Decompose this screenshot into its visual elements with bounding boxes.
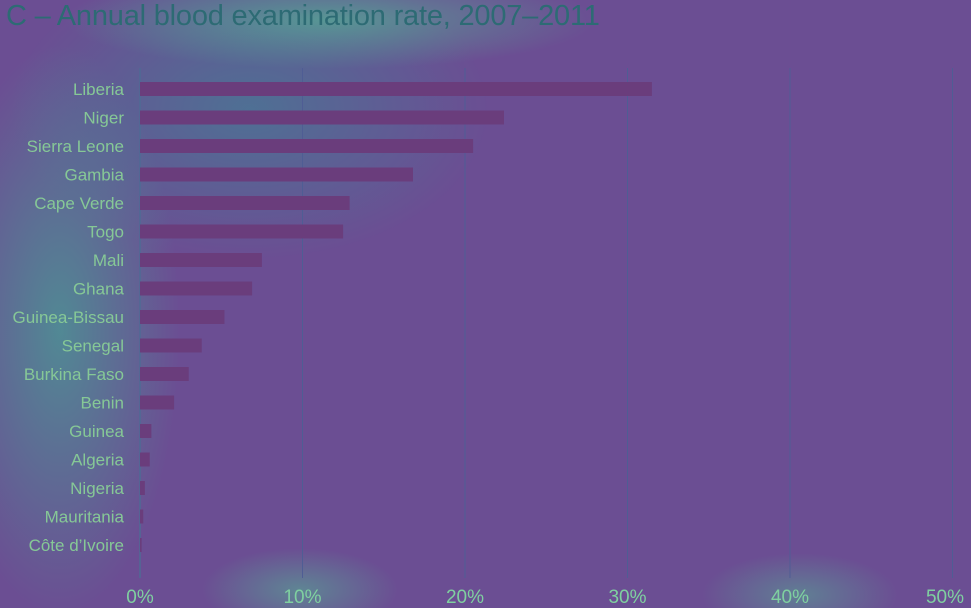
category-label: Algeria [71,451,124,470]
bar-togo [140,224,344,239]
bar-layer [140,82,652,552]
category-label: Niger [83,109,124,128]
category-label: Guinea-Bissau [12,308,124,327]
bar-senegal [140,338,202,353]
bar-guinea [140,424,152,438]
bar-gambia [140,167,413,182]
bar-mali [140,253,262,267]
bar-cape-verde [140,196,350,210]
category-label: Mali [93,251,124,270]
bar-ghana [140,281,253,296]
x-tick-label: 40% [771,587,809,608]
bar-liberia [140,82,652,96]
category-label: Gambia [64,166,124,185]
category-label: Nigeria [70,479,124,498]
bar-guinea-bissau [140,310,225,324]
category-label: Benin [81,394,124,413]
x-tick-label: 20% [446,587,484,608]
bar-sierra-leone [140,139,474,153]
x-tick-label: 0% [126,587,154,608]
bar-nigeria [140,481,145,495]
x-tick-label: 30% [608,587,646,608]
bar-algeria [140,452,150,467]
bar-benin [140,395,175,410]
chart-title: C – Annual blood examination rate, 2007–… [6,0,600,32]
category-label: Cape Verde [34,194,124,213]
x-tick-label: 10% [283,587,321,608]
category-label: Liberia [73,80,125,99]
category-label: Mauritania [45,508,125,527]
category-label: Guinea [69,422,124,441]
bar-burkina-faso [140,367,189,381]
category-label: Côte d’Ivoire [29,536,124,555]
category-label: Sierra Leone [27,137,124,156]
category-label: Togo [87,223,124,242]
bar-mauritania [140,509,144,524]
x-tick-label: 50% [926,587,964,608]
bar-niger [140,110,504,125]
x-axis-ticks: 0% 10% 20% 30% 40% 50% [126,587,964,608]
category-label: Burkina Faso [24,365,124,384]
category-label: Senegal [62,337,124,356]
bar-c-te-d-ivoire [140,538,142,552]
category-label: Ghana [73,280,125,299]
category-labels: Liberia Niger Sierra Leone Gambia Cape Verde… [12,80,124,555]
